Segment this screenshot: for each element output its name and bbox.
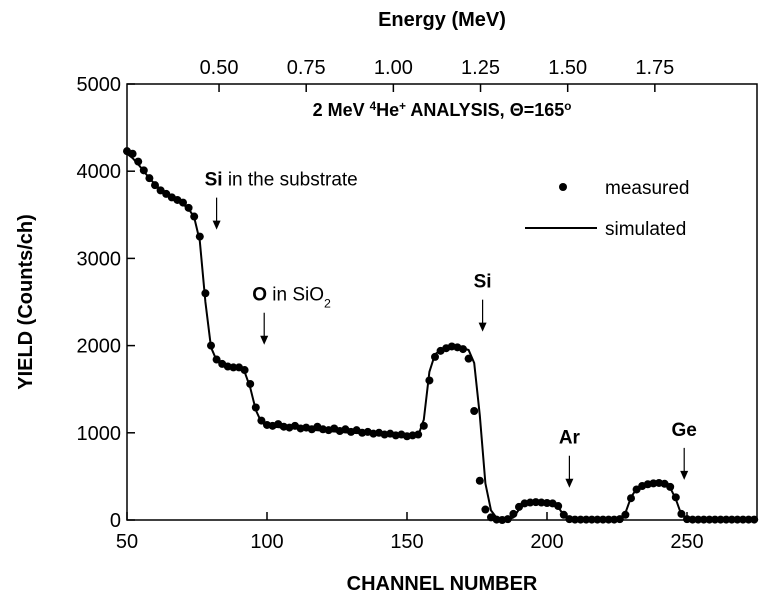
plot-frame [126,83,758,521]
x2-tick-label: 1.75 [635,57,674,79]
arrow-head [478,322,487,332]
data-point [470,407,479,415]
x2-axis-label: Energy (MeV) [378,9,506,31]
text-part: Θ [510,100,524,120]
data-point [134,157,143,166]
y-axis-label: YIELD (Counts/ch) [15,214,37,390]
data-point [481,505,490,514]
data-point [621,510,630,519]
x-tick-label: 50 [116,531,138,553]
annotation-label: O in SiO2 [252,285,331,311]
data-line [126,153,755,521]
x-tick-label: 100 [250,531,283,553]
y-tick-label: 5000 [77,74,122,96]
text-part: Ar [559,428,581,449]
x-tick-label: 200 [530,531,563,553]
x2-tick-label: 1.50 [548,57,587,79]
text-part: 4 [370,100,377,113]
text-part: + [399,100,406,113]
data-point [179,198,187,207]
text-part: =165 [524,100,565,120]
legend-label: simulated [605,219,686,240]
y-tick-label: 1000 [77,423,122,445]
annotation-label: Ar [559,428,581,449]
text-part: 2 MeV [313,100,370,120]
text-part: in the substrate [223,170,358,191]
x2-tick-label: 1.25 [461,57,500,79]
x2-tick-label: 0.50 [200,57,239,79]
arrow-head [260,335,269,345]
data-point [240,366,249,375]
annotation-label: Si [474,272,492,293]
legend-marker [559,183,567,191]
text-part: 2 [324,297,331,311]
text-part: o [564,100,571,113]
annotation-label: Ge [672,420,697,441]
x-tick-label: 250 [670,531,703,553]
annotation-label: Si in the substrate [205,170,358,191]
legend-label: measured [605,178,690,199]
arrow-head [565,478,574,488]
y-tick-label: 3000 [77,248,122,270]
text-part: Si [474,272,492,293]
text-part: ANALYSIS, [406,100,510,120]
arrow-head [680,470,689,480]
data-point [475,476,484,485]
text-part: Ge [672,420,697,441]
text-part: Si [205,170,223,191]
text-part: He [376,100,399,120]
x-axis-label: CHANNEL NUMBER [347,573,538,595]
x2-tick-label: 1.00 [374,57,413,79]
x2-tick-label: 0.75 [287,57,326,79]
y-tick-label: 0 [110,510,121,532]
chart-title: 2 MeV 4He+ ANALYSIS, Θ=165o [313,100,572,121]
y-tick-label: 4000 [77,161,122,183]
arrow-head [212,220,221,230]
x-tick-label: 150 [390,531,423,553]
text-part: in SiO [267,285,324,306]
y-tick-label: 2000 [77,336,122,358]
text-part: O [252,285,267,306]
